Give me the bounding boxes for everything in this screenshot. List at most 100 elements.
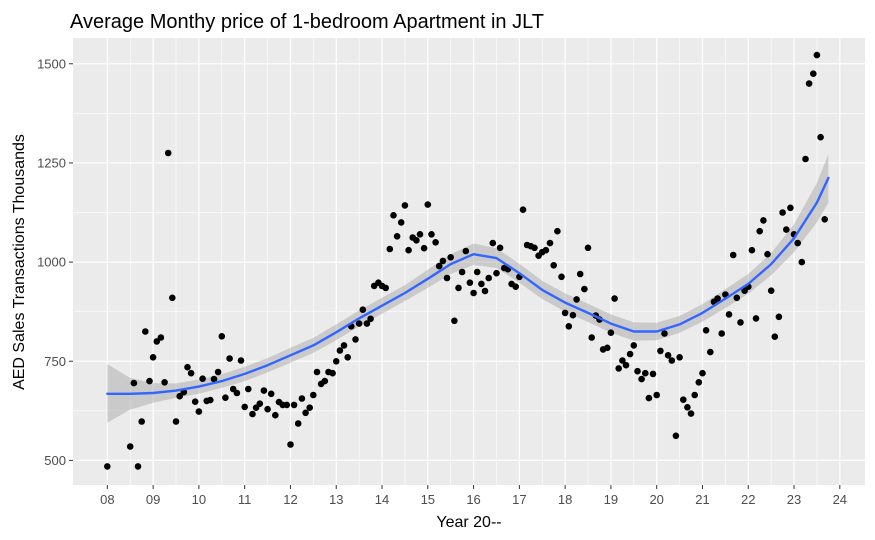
smooth-curve: [106, 176, 830, 395]
data-point: [218, 333, 226, 340]
data-point: [672, 432, 680, 440]
data-point: [443, 274, 451, 282]
data-point: [420, 244, 428, 252]
data-point: [428, 231, 435, 238]
data-point: [413, 237, 420, 244]
data-point: [424, 201, 432, 208]
data-point: [310, 391, 317, 399]
data-point: [752, 315, 760, 322]
data-point: [260, 387, 268, 394]
data-point: [191, 398, 199, 406]
data-point: [134, 463, 142, 470]
data-point: [184, 363, 191, 371]
data-point: [615, 365, 622, 372]
data-point: [565, 323, 573, 330]
data-point: [382, 284, 390, 292]
x-tick-label: 12: [283, 492, 297, 507]
data-point: [439, 257, 447, 265]
chart-title: Average Monthy price of 1-bedroom Apartm…: [70, 11, 544, 33]
data-point: [176, 392, 183, 400]
x-tick-label: 22: [741, 492, 755, 507]
data-point: [214, 368, 222, 376]
data-point: [546, 239, 554, 247]
data-point: [470, 289, 477, 297]
smooth-line: [106, 176, 830, 395]
data-point: [668, 357, 676, 364]
data-point: [630, 342, 638, 349]
data-point: [172, 418, 180, 425]
data-point: [760, 217, 767, 224]
x-tick-label: 23: [787, 492, 801, 507]
data-point: [329, 369, 336, 377]
data-point: [249, 410, 256, 418]
data-point: [397, 219, 405, 226]
y-axis: 500 750 1000 1250 1500: [37, 56, 73, 468]
data-point: [512, 283, 519, 291]
data-point: [447, 253, 455, 261]
data-point: [142, 328, 149, 335]
data-point: [126, 443, 134, 450]
data-point: [432, 239, 439, 246]
data-point: [764, 250, 771, 258]
data-point: [401, 202, 409, 209]
data-point: [272, 411, 279, 419]
data-point: [294, 420, 302, 427]
data-point: [287, 441, 294, 448]
y-tick-label: 1500: [37, 56, 66, 71]
data-point: [340, 342, 348, 349]
x-tick-label: 13: [329, 492, 343, 507]
data-point: [653, 391, 660, 399]
data-point: [664, 352, 672, 359]
data-point: [550, 262, 557, 269]
data-point: [569, 311, 577, 319]
data-point: [584, 244, 592, 252]
data-point: [684, 404, 691, 411]
data-point: [607, 329, 615, 337]
data-point: [210, 375, 218, 383]
data-point: [691, 391, 698, 399]
data-point: [146, 377, 153, 385]
x-tick-label: 17: [512, 492, 526, 507]
y-tick-label: 1250: [37, 155, 66, 170]
data-point: [676, 354, 683, 361]
x-tick-label: 08: [100, 492, 114, 507]
data-point: [302, 409, 309, 417]
data-point: [355, 320, 363, 327]
data-point: [558, 273, 565, 281]
y-axis-title: AED Sales Transactions Thousands: [11, 134, 28, 390]
data-point: [157, 334, 165, 341]
data-point: [702, 327, 710, 334]
data-points: [104, 51, 828, 470]
data-point: [237, 357, 245, 364]
data-point: [455, 284, 462, 292]
data-point: [161, 379, 168, 386]
data-point: [478, 280, 485, 288]
x-tick-label: 21: [695, 492, 709, 507]
x-axis: 08 09 10 11 12 13 14 15 16 17 18 19 20 21 22 23 24: [100, 485, 847, 507]
x-tick-label: 15: [421, 492, 435, 507]
data-point: [207, 396, 214, 404]
data-point: [783, 226, 790, 233]
data-point: [169, 294, 176, 302]
data-point: [226, 355, 233, 362]
data-point: [813, 51, 821, 59]
data-point: [756, 227, 763, 235]
data-point: [233, 389, 241, 397]
data-point: [458, 268, 466, 276]
data-point: [695, 379, 703, 386]
data-point: [775, 313, 783, 321]
data-point: [104, 463, 111, 470]
data-point: [573, 296, 580, 303]
data-point: [581, 285, 588, 293]
data-point: [604, 344, 611, 352]
data-point: [626, 350, 634, 358]
data-point: [638, 375, 645, 383]
data-point: [416, 231, 424, 238]
data-point: [771, 333, 779, 341]
data-point: [164, 149, 172, 157]
x-tick-label: 14: [375, 492, 389, 507]
data-point: [306, 404, 314, 412]
data-point: [794, 239, 801, 247]
x-tick-label: 20: [649, 492, 663, 507]
data-point: [680, 396, 687, 404]
